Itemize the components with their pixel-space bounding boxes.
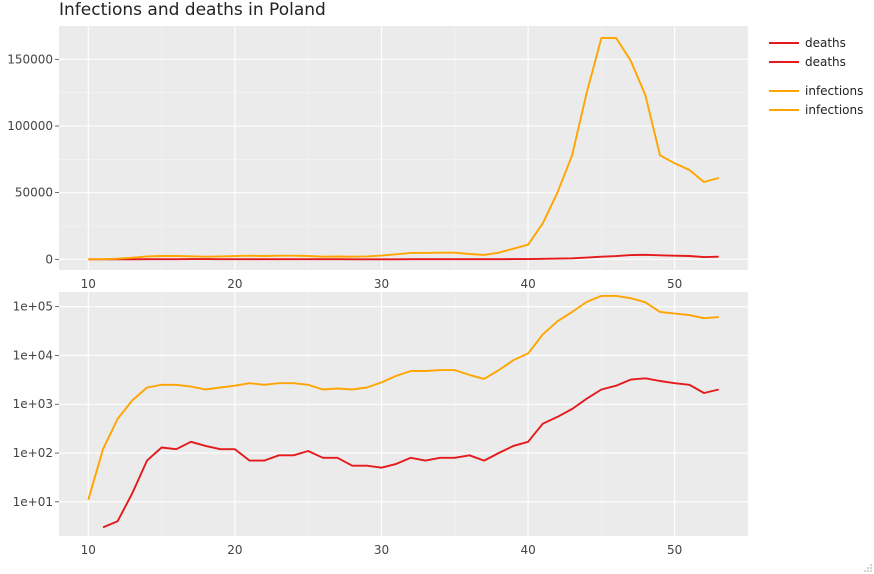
panel-log: 10 20 30 40 50 1e+01 1e+02 1e+03 1e+04 1e+05 — [13, 292, 749, 557]
legend-label: deaths — [805, 36, 846, 50]
x-tick-label: 20 — [227, 277, 242, 291]
y-tick-label: 0 — [45, 252, 53, 266]
y-tick-label: 1e+05 — [13, 300, 53, 314]
x-tick-label: 10 — [81, 543, 96, 557]
series-line-infections — [87, 294, 719, 501]
y-tick-label: 1e+01 — [13, 495, 53, 509]
y-tick-label: 50000 — [15, 186, 53, 200]
x-tick-label: 50 — [667, 543, 682, 557]
plot-background — [59, 26, 748, 270]
legend: deaths deaths infections infections — [769, 36, 863, 117]
x-tick-label: 20 — [227, 543, 242, 557]
y-tick-label: 100000 — [7, 119, 53, 133]
y-tick-label: 150000 — [7, 52, 53, 66]
x-tick-label: 50 — [667, 277, 682, 291]
x-tick-label: 10 — [81, 277, 96, 291]
y-tick-label: 1e+04 — [13, 348, 53, 362]
panel-linear: 10 20 30 40 50 0 50000 100000 150000 — [7, 26, 749, 291]
x-tick-label: 40 — [520, 277, 535, 291]
y-tick-label: 1e+03 — [13, 397, 53, 411]
x-tick-label: 30 — [374, 543, 389, 557]
legend-label: deaths — [805, 55, 846, 69]
legend-label: infections — [805, 84, 863, 98]
series-line-deaths — [88, 253, 719, 261]
series-line-infections — [88, 37, 719, 261]
x-tick-label: 30 — [374, 277, 389, 291]
resize-grip-icon — [864, 564, 872, 572]
chart-title: Infections and deaths in Poland — [59, 0, 326, 20]
plot-background — [59, 292, 748, 536]
y-tick-label: 1e+02 — [13, 446, 53, 460]
legend-label: infections — [805, 103, 863, 117]
x-tick-label: 40 — [520, 543, 535, 557]
series-line-deaths — [102, 377, 719, 529]
